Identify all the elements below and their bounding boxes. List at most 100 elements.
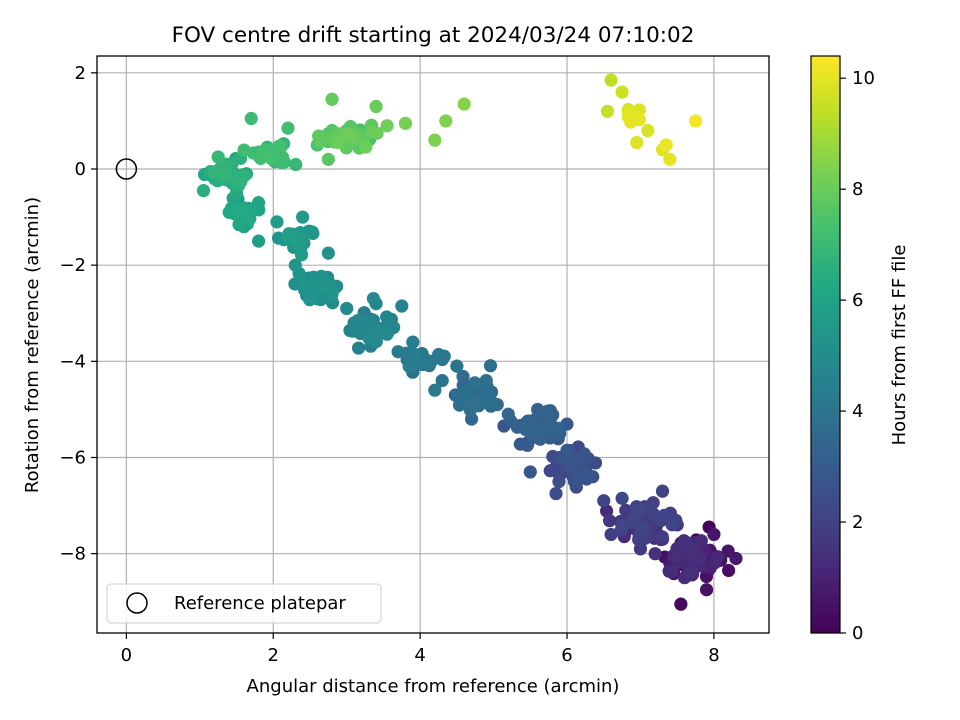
- data-point: [281, 121, 295, 135]
- data-point: [270, 215, 284, 229]
- legend: Reference platepar: [106, 583, 382, 624]
- data-point: [391, 345, 405, 359]
- data-point: [428, 133, 442, 147]
- data-point: [340, 301, 354, 316]
- data-point: [604, 527, 618, 542]
- data-point: [692, 552, 706, 566]
- data-point: [600, 104, 615, 118]
- data-point: [243, 212, 257, 226]
- plot-frame: [96, 55, 770, 634]
- data-point: [655, 484, 670, 498]
- y-tick-label: −2: [59, 255, 86, 276]
- legend-box: [106, 583, 382, 624]
- data-point: [456, 369, 470, 384]
- data-point: [395, 299, 409, 313]
- colorbar-tick-label: 10: [852, 68, 875, 89]
- data-point: [520, 438, 535, 452]
- data-point: [602, 514, 617, 528]
- data-point: [674, 597, 688, 611]
- data-point: [359, 140, 373, 154]
- colorbar-tick-label: 0: [852, 623, 863, 644]
- data-point: [621, 110, 635, 124]
- data-point: [560, 443, 574, 457]
- data-point: [540, 404, 555, 418]
- data-point: [615, 85, 629, 99]
- data-point: [627, 512, 641, 526]
- x-axis-ticks: 0 2 4 6 8: [121, 633, 720, 666]
- data-point: [398, 116, 413, 130]
- data-point: [294, 248, 309, 262]
- data-point: [325, 285, 339, 299]
- data-point: [633, 502, 647, 517]
- data-point: [402, 359, 416, 374]
- data-point: [531, 402, 545, 417]
- data-point: [289, 157, 303, 172]
- data-point: [244, 111, 258, 126]
- data-point: [648, 547, 662, 561]
- data-point: [597, 494, 611, 508]
- data-point: [551, 421, 566, 435]
- data-point: [549, 486, 563, 501]
- x-tick-label: 6: [561, 645, 572, 666]
- data-point: [694, 534, 708, 548]
- data-point: [684, 564, 698, 578]
- data-point: [231, 204, 245, 218]
- reference-platepar-marker: [115, 158, 138, 180]
- data-point: [632, 112, 647, 127]
- data-point: [291, 234, 306, 248]
- scatter-points: [196, 73, 743, 611]
- data-point: [571, 451, 585, 466]
- data-point: [641, 123, 655, 138]
- data-point: [251, 234, 266, 248]
- data-point: [272, 139, 286, 153]
- data-point: [707, 527, 721, 542]
- data-point: [646, 496, 660, 510]
- data-point: [479, 373, 493, 388]
- data-point: [484, 394, 498, 408]
- data-point: [580, 467, 594, 481]
- data-point: [524, 426, 538, 440]
- data-point: [232, 217, 246, 232]
- y-axis-ticks: 2 0 −2 −4 −6 −8: [59, 63, 97, 565]
- y-tick-label: 0: [75, 159, 86, 180]
- data-point: [428, 383, 442, 397]
- data-point: [462, 386, 477, 400]
- data-point: [657, 508, 671, 522]
- chart-title: FOV centre drift starting at 2024/03/24 …: [172, 23, 695, 48]
- data-point: [288, 258, 302, 272]
- data-point: [439, 114, 453, 128]
- data-point: [699, 583, 714, 597]
- data-point: [351, 341, 366, 355]
- data-point: [655, 530, 669, 544]
- legend-label: Reference platepar: [174, 593, 346, 614]
- data-point: [208, 166, 222, 180]
- colorbar-tick-label: 2: [852, 512, 863, 533]
- data-point: [529, 413, 543, 427]
- data-point: [663, 152, 677, 166]
- data-point: [321, 152, 335, 166]
- data-point: [251, 196, 266, 210]
- data-point: [196, 184, 211, 198]
- data-point: [281, 229, 295, 243]
- colorbar-tick-label: 4: [852, 401, 863, 422]
- data-point: [552, 475, 566, 489]
- data-point: [483, 359, 498, 373]
- y-tick-label: −8: [59, 544, 86, 565]
- data-point: [722, 563, 736, 578]
- x-tick-label: 8: [708, 645, 719, 666]
- data-point: [331, 135, 345, 150]
- colorbar: [810, 55, 841, 634]
- data-point: [665, 518, 679, 532]
- data-point: [708, 555, 722, 570]
- data-point: [304, 285, 318, 300]
- data-point: [321, 246, 335, 260]
- data-point: [237, 169, 251, 183]
- legend-marker-icon: [126, 592, 148, 614]
- data-point: [312, 129, 326, 143]
- data-point: [237, 143, 251, 157]
- colorbar-ticks: 0 2 4 6 8 10: [840, 68, 875, 644]
- data-point: [468, 397, 482, 411]
- data-point: [665, 565, 679, 579]
- data-point: [632, 533, 646, 547]
